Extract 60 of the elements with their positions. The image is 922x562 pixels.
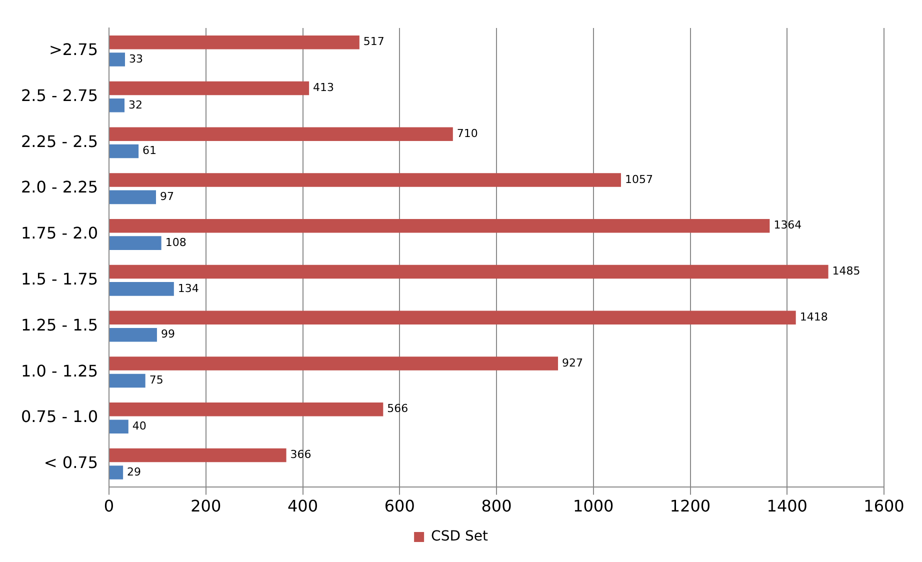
y-tick-label: >2.75 (48, 40, 98, 60)
bar (110, 127, 453, 141)
y-tick-label: 2.0 - 2.25 (21, 178, 98, 197)
x-tick-label: 200 (190, 496, 222, 516)
y-tick-label: 2.5 - 2.75 (21, 86, 98, 105)
bar (110, 81, 310, 96)
data-label: 108 (165, 236, 186, 249)
data-label: 134 (178, 282, 199, 295)
data-label: 1418 (800, 310, 828, 324)
bar (110, 448, 286, 462)
data-label: 1057 (624, 172, 653, 186)
bar (110, 466, 124, 480)
data-label: 61 (142, 144, 157, 158)
bar (110, 310, 796, 324)
x-tick-label: 1400 (766, 496, 808, 516)
y-tick-label: 1.25 - 1.5 (21, 315, 98, 334)
y-tick-label: < 0.75 (44, 453, 98, 472)
data-label: 33 (129, 52, 143, 66)
bar (110, 328, 157, 342)
y-tick-label: 1.0 - 1.25 (21, 361, 98, 380)
data-label: 566 (387, 402, 408, 416)
bar (110, 264, 828, 279)
data-label: 1485 (832, 264, 860, 278)
x-tick-label: 400 (287, 496, 318, 516)
bar (110, 98, 125, 112)
data-label: 32 (128, 98, 143, 112)
bar (110, 402, 384, 416)
bar (110, 144, 139, 158)
x-tick-label: 1000 (573, 496, 614, 516)
data-label: 1364 (774, 218, 802, 232)
bar (110, 52, 125, 66)
data-label: 40 (132, 419, 146, 432)
x-tick-label: 0 (104, 496, 114, 516)
data-label: 97 (160, 190, 174, 204)
data-label: 927 (562, 356, 584, 370)
x-tick-label: 1200 (670, 496, 711, 516)
data-label: 366 (290, 448, 312, 462)
bar (110, 173, 621, 187)
data-label: 413 (313, 81, 334, 94)
y-tick-label: 2.25 - 2.5 (21, 132, 98, 151)
data-label: 75 (149, 374, 164, 387)
x-tick-label: 1600 (864, 496, 904, 516)
bar (110, 236, 162, 250)
data-label: 710 (456, 126, 478, 140)
y-tick-label: 1.5 - 1.75 (21, 269, 98, 288)
bar (110, 420, 128, 434)
legend-label: CSD Set (431, 528, 488, 545)
bar (110, 218, 770, 233)
y-tick-label: 1.75 - 2.0 (21, 224, 98, 243)
bar (110, 374, 146, 388)
x-tick-label: 600 (384, 496, 415, 516)
bar (110, 190, 156, 204)
data-label: 517 (363, 35, 384, 48)
x-tick-label: 800 (481, 496, 512, 516)
bar (110, 35, 360, 50)
data-label: 29 (127, 465, 142, 478)
bar (110, 356, 558, 370)
data-label: 99 (160, 328, 175, 341)
y-tick-label: 0.75 - 1.0 (21, 407, 98, 426)
bar (110, 282, 174, 296)
